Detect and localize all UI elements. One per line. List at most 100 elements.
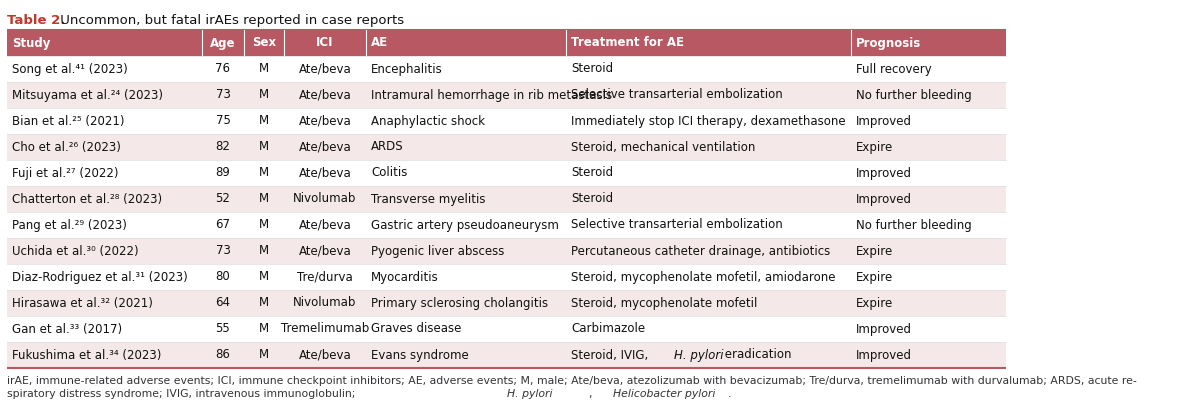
Text: 64: 64: [216, 297, 230, 309]
Text: 73: 73: [216, 88, 230, 102]
Text: Tremelimumab: Tremelimumab: [281, 323, 370, 335]
Text: Chatterton et al.²⁸ (2023): Chatterton et al.²⁸ (2023): [12, 192, 162, 206]
Bar: [202, 30, 244, 56]
Text: Ate/beva: Ate/beva: [299, 244, 352, 257]
Bar: [7, 186, 1006, 212]
Text: Anaphylactic shock: Anaphylactic shock: [371, 114, 485, 128]
Text: Study: Study: [12, 36, 50, 50]
Text: 55: 55: [216, 323, 230, 335]
Text: 75: 75: [216, 114, 230, 128]
Text: Colitis: Colitis: [371, 166, 407, 180]
Text: Diaz-Rodriguez et al.³¹ (2023): Diaz-Rodriguez et al.³¹ (2023): [12, 271, 187, 283]
Text: Carbimazole: Carbimazole: [571, 323, 646, 335]
Text: Expire: Expire: [856, 244, 893, 257]
Text: Evans syndrome: Evans syndrome: [371, 349, 469, 361]
Text: No further bleeding: No further bleeding: [856, 218, 972, 232]
Text: ,: ,: [589, 389, 595, 399]
Text: 86: 86: [216, 349, 230, 361]
Text: Ate/beva: Ate/beva: [299, 62, 352, 76]
Text: Immediately stop ICI therapy, dexamethasone: Immediately stop ICI therapy, dexamethas…: [571, 114, 846, 128]
Text: Nivolumab: Nivolumab: [293, 297, 356, 309]
Text: Nivolumab: Nivolumab: [293, 192, 356, 206]
Text: Primary sclerosing cholangitis: Primary sclerosing cholangitis: [371, 297, 548, 309]
Text: Expire: Expire: [856, 297, 893, 309]
Text: Full recovery: Full recovery: [856, 62, 931, 76]
Bar: [7, 212, 1006, 238]
Text: Song et al.⁴¹ (2023): Song et al.⁴¹ (2023): [12, 62, 127, 76]
Text: irAE, immune-related adverse events; ICI, immune checkpoint inhibitors; AE, adve: irAE, immune-related adverse events; ICI…: [7, 376, 1136, 386]
Text: Steroid, IVIG,: Steroid, IVIG,: [571, 349, 652, 361]
Text: Mitsuyama et al.²⁴ (2023): Mitsuyama et al.²⁴ (2023): [12, 88, 163, 102]
Text: Gastric artery pseudoaneurysm: Gastric artery pseudoaneurysm: [371, 218, 559, 232]
Text: M: M: [259, 323, 269, 335]
Text: Treatment for AE: Treatment for AE: [571, 36, 684, 50]
Text: Tre/durva: Tre/durva: [298, 271, 353, 283]
Text: Ate/beva: Ate/beva: [299, 88, 352, 102]
Text: Gan et al.³³ (2017): Gan et al.³³ (2017): [12, 323, 122, 335]
Text: Uchida et al.³⁰ (2022): Uchida et al.³⁰ (2022): [12, 244, 139, 257]
Bar: [7, 82, 1006, 108]
Text: Intramural hemorrhage in rib metastasis: Intramural hemorrhage in rib metastasis: [371, 88, 612, 102]
Text: Graves disease: Graves disease: [371, 323, 461, 335]
Text: Selective transarterial embolization: Selective transarterial embolization: [571, 88, 782, 102]
Text: Age: Age: [210, 36, 235, 50]
Text: Encephalitis: Encephalitis: [371, 62, 443, 76]
Text: 52: 52: [216, 192, 230, 206]
Bar: [284, 30, 366, 56]
Text: M: M: [259, 166, 269, 180]
Text: M: M: [259, 192, 269, 206]
Text: M: M: [259, 114, 269, 128]
Text: Fuji et al.²⁷ (2022): Fuji et al.²⁷ (2022): [12, 166, 119, 180]
Text: Uncommon, but fatal irAEs reported in case reports: Uncommon, but fatal irAEs reported in ca…: [55, 14, 404, 27]
Bar: [7, 30, 202, 56]
Bar: [7, 108, 1006, 134]
Text: Ate/beva: Ate/beva: [299, 166, 352, 180]
Text: No further bleeding: No further bleeding: [856, 88, 972, 102]
Text: M: M: [259, 140, 269, 154]
Bar: [7, 134, 1006, 160]
Text: Improved: Improved: [856, 323, 912, 335]
Text: Transverse myelitis: Transverse myelitis: [371, 192, 486, 206]
Text: Expire: Expire: [856, 271, 893, 283]
Text: Steroid, mycophenolate mofetil: Steroid, mycophenolate mofetil: [571, 297, 757, 309]
Text: Ate/beva: Ate/beva: [299, 349, 352, 361]
Text: M: M: [259, 271, 269, 283]
Text: Percutaneous catheter drainage, antibiotics: Percutaneous catheter drainage, antibiot…: [571, 244, 830, 257]
Text: Improved: Improved: [856, 349, 912, 361]
Bar: [7, 290, 1006, 316]
Text: .: .: [727, 389, 731, 399]
Text: M: M: [259, 244, 269, 257]
Text: Helicobacter pylori: Helicobacter pylori: [613, 389, 715, 399]
Text: H. pylori: H. pylori: [673, 349, 724, 361]
Bar: [7, 316, 1006, 342]
Text: Cho et al.²⁶ (2023): Cho et al.²⁶ (2023): [12, 140, 121, 154]
Text: Steroid: Steroid: [571, 166, 613, 180]
Text: Improved: Improved: [856, 192, 912, 206]
Text: Steroid, mycophenolate mofetil, amiodarone: Steroid, mycophenolate mofetil, amiodaro…: [571, 271, 835, 283]
Text: Expire: Expire: [856, 140, 893, 154]
Text: M: M: [259, 218, 269, 232]
Text: Pang et al.²⁹ (2023): Pang et al.²⁹ (2023): [12, 218, 127, 232]
Text: Ate/beva: Ate/beva: [299, 218, 352, 232]
Bar: [566, 30, 851, 56]
Text: Steroid: Steroid: [571, 192, 613, 206]
Text: H. pylori: H. pylori: [508, 389, 553, 399]
Text: Fukushima et al.³⁴ (2023): Fukushima et al.³⁴ (2023): [12, 349, 161, 361]
Bar: [7, 238, 1006, 264]
Text: eradication: eradication: [721, 349, 792, 361]
Text: Table 2.: Table 2.: [7, 14, 65, 27]
Text: M: M: [259, 62, 269, 76]
Text: Pyogenic liver abscess: Pyogenic liver abscess: [371, 244, 504, 257]
Text: Improved: Improved: [856, 114, 912, 128]
Text: Steroid: Steroid: [571, 62, 613, 76]
Text: 82: 82: [216, 140, 230, 154]
Text: AE: AE: [371, 36, 388, 50]
Text: Ate/beva: Ate/beva: [299, 114, 352, 128]
Text: 73: 73: [216, 244, 230, 257]
Text: M: M: [259, 297, 269, 309]
Text: M: M: [259, 349, 269, 361]
Text: Myocarditis: Myocarditis: [371, 271, 439, 283]
Text: 76: 76: [216, 62, 230, 76]
Text: Selective transarterial embolization: Selective transarterial embolization: [571, 218, 782, 232]
Text: Steroid, mechanical ventilation: Steroid, mechanical ventilation: [571, 140, 755, 154]
